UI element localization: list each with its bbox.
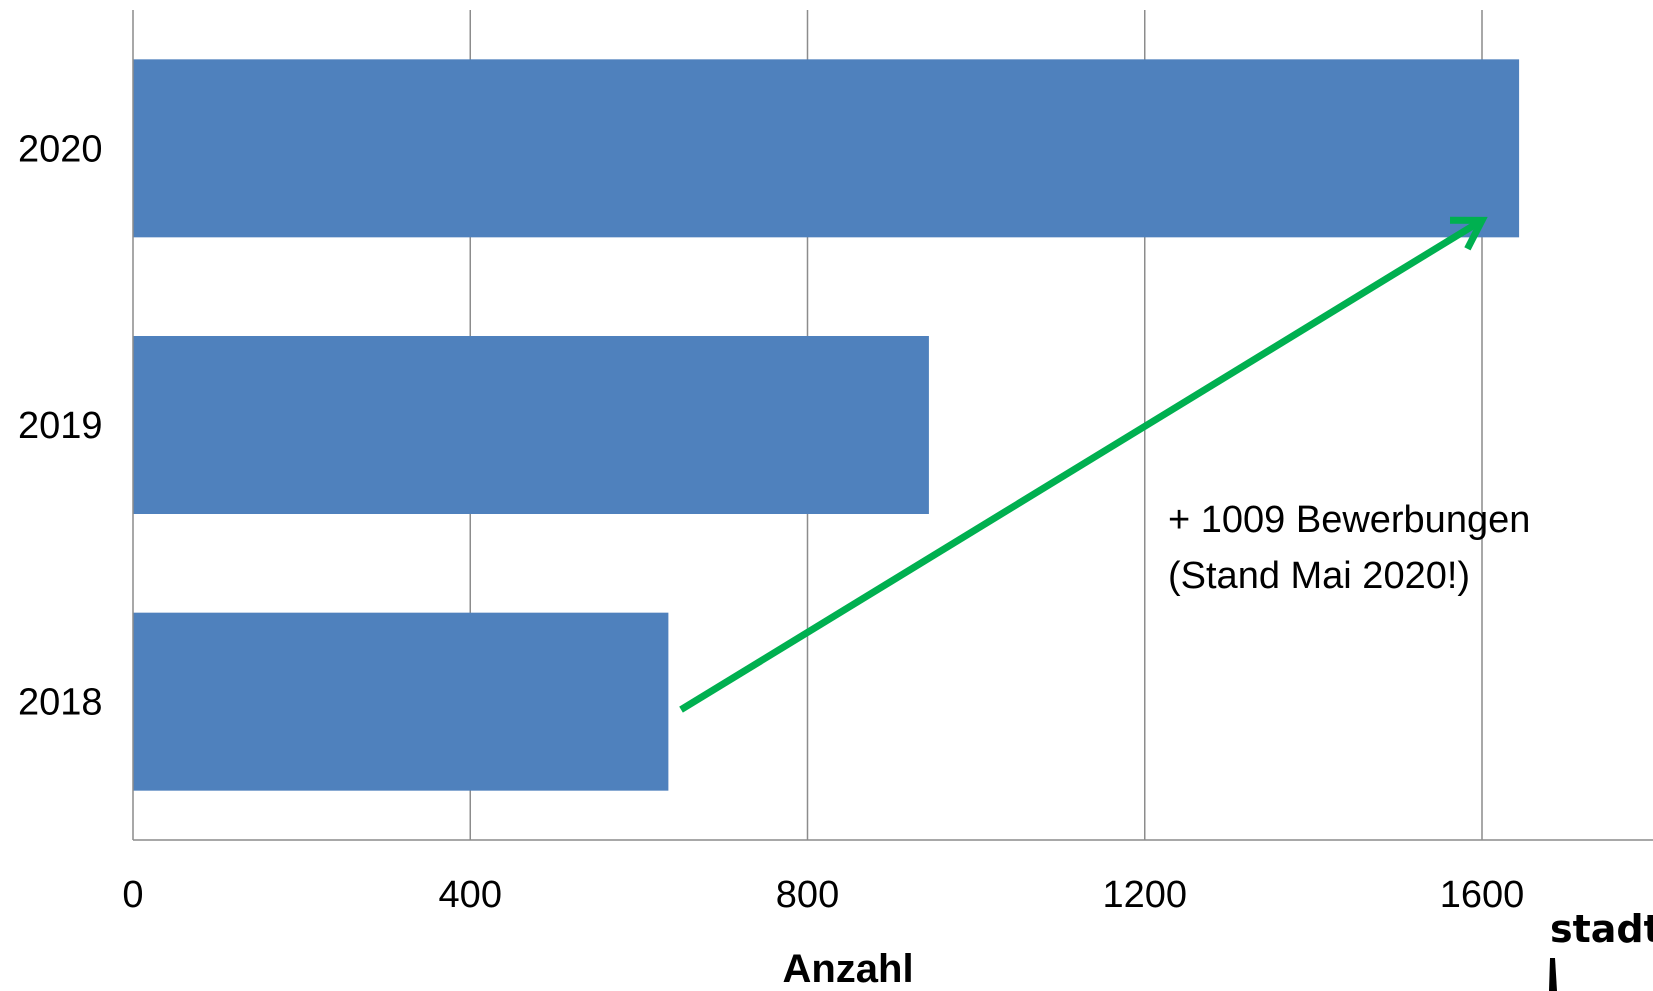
- axes: [132, 10, 1653, 841]
- x-tick-labels: 0 400 800 1200 1600: [122, 874, 1524, 916]
- x-tick-label: 800: [776, 874, 839, 916]
- bar-2019: [133, 336, 929, 514]
- logo-mark: [1549, 958, 1557, 991]
- x-tick-label: 0: [122, 874, 143, 916]
- annotation-line-2: (Stand Mai 2020!): [1168, 555, 1470, 597]
- logo-text: stadt: [1550, 907, 1653, 951]
- growth-arrow: [679, 217, 1484, 713]
- y-tick-label: 2018: [18, 682, 103, 724]
- growth-annotation: + 1009 Bewerbungen (Stand Mai 2020!): [679, 216, 1530, 713]
- annotation-line-1: + 1009 Bewerbungen: [1168, 499, 1530, 541]
- x-tick-label: 1600: [1440, 874, 1525, 916]
- x-tick-label: 400: [439, 874, 502, 916]
- city-logo: stadt: [1549, 907, 1653, 991]
- bar-2018: [133, 612, 669, 791]
- y-tick-label: 2019: [18, 405, 103, 447]
- bar-2020: [133, 59, 1520, 238]
- bars: [133, 59, 1520, 791]
- x-tick-label: 1200: [1102, 874, 1187, 916]
- x-axis-title: Anzahl: [782, 947, 913, 991]
- growth-arrow-head: [1449, 216, 1488, 251]
- y-tick-labels: 2018 2019 2020: [18, 128, 103, 723]
- y-tick-label: 2020: [18, 128, 103, 170]
